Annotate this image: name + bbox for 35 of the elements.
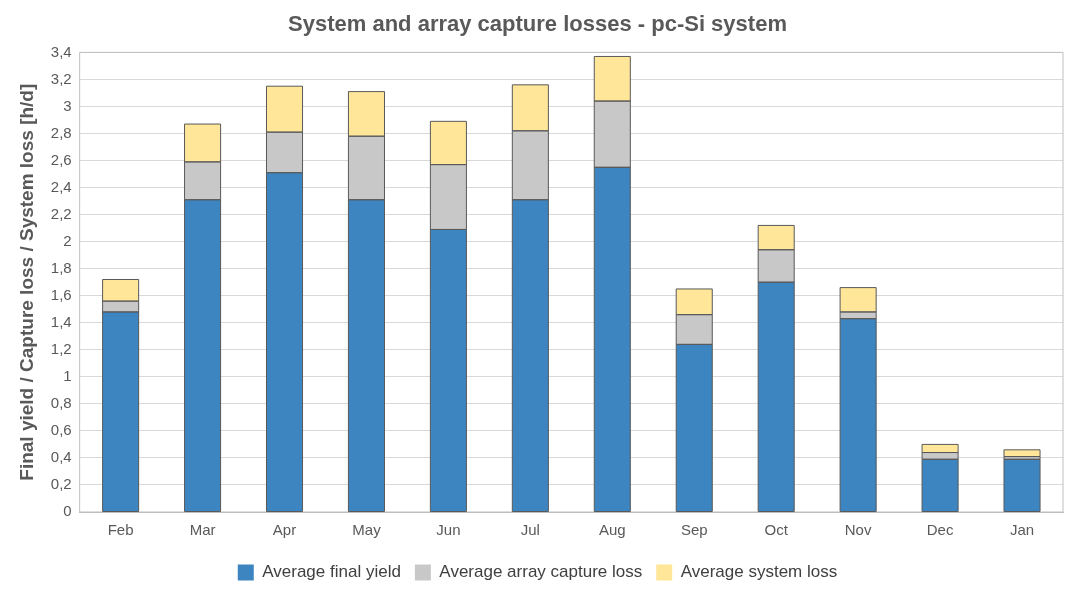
x-tick-label: May [352,521,382,539]
legend-label: Average final yield [262,562,401,582]
y-tick-label: 2,4 [50,177,72,195]
y-tick-label: 3,4 [50,42,72,60]
y-tick-label: 1,8 [50,258,72,276]
y-tick-label: 1,6 [50,285,72,303]
x-tick-label: Nov [844,521,872,539]
y-tick-label: 3,2 [50,69,72,87]
x-tick-label: Jul [520,521,540,539]
x-tick-label: Aug [598,521,626,539]
x-tick-label: Jun [436,521,461,539]
y-tick-label: 2 [63,231,72,249]
x-tick-label: Mar [189,521,216,539]
y-tick-label: 2,2 [50,204,72,222]
y-tick-label: 0 [63,502,72,520]
x-tick-label: Feb [107,521,134,539]
x-tick-label: Oct [764,521,789,539]
x-tick-label: Jan [1009,521,1035,539]
y-tick-label: 2,6 [50,150,72,168]
legend-label: Average array capture loss [439,562,643,582]
x-tick-label: Dec [926,521,954,539]
x-tick-label: Sep [680,521,708,539]
y-tick-label: 1,4 [50,312,72,330]
x-tick-label: Apr [272,521,297,539]
y-tick-label: 1,2 [50,339,72,357]
y-tick-label: 2,8 [50,123,72,141]
y-tick-label: 0,6 [50,421,72,439]
legend-label: Average system loss [680,562,838,582]
y-tick-label: 1 [63,366,72,384]
y-tick-label: 3 [63,96,72,114]
y-axis-title: Final yield / Capture loss / System loss [h/d] [15,83,37,481]
y-tick-label: 0,2 [50,475,72,493]
y-tick-label: 0,4 [50,448,72,466]
chart-title: System and array capture losses - pc-Si system [288,11,787,37]
y-tick-label: 0,8 [50,394,72,411]
